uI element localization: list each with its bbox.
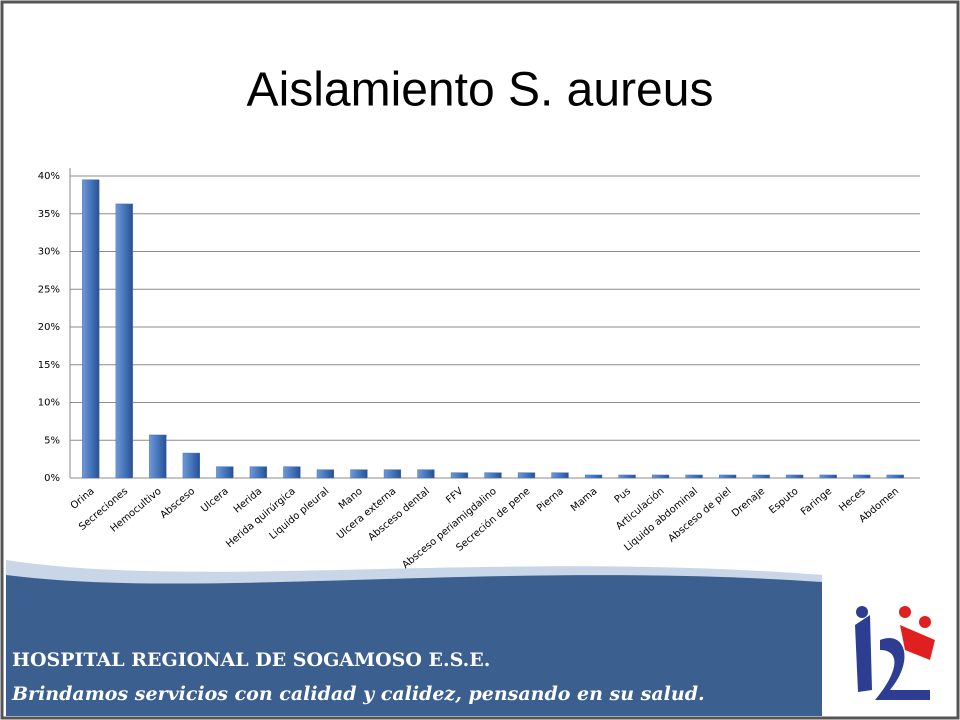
y-tick-label: 10% [38,398,60,409]
bar [786,474,804,479]
y-tick-label: 25% [38,284,60,295]
footer-hospital: HOSPITAL REGIONAL DE SOGAMOSO E.S.E. [12,649,490,671]
y-tick-label: 5% [44,435,60,446]
footer-wave [6,560,822,584]
bar [886,474,904,479]
bar [450,472,469,479]
y-tick-label: 0% [44,473,60,484]
bar [819,474,837,479]
y-tick-label: 30% [38,247,60,258]
bar [383,469,402,479]
bar [685,474,703,479]
bar [517,472,536,479]
logo [855,606,935,700]
bar [551,472,569,479]
bar [752,474,770,479]
bar [82,179,100,479]
bar [216,466,234,479]
footer-slogan: Brindamos servicios con calidad y calide… [11,683,705,705]
bar [149,434,167,479]
bar [651,474,670,479]
bar [316,469,335,479]
bar [484,472,502,479]
y-tick-label: 40% [38,171,60,182]
bar [417,469,435,479]
y-tick-label: 20% [38,322,60,333]
y-tick-label: 15% [38,360,60,371]
bar [618,474,636,479]
bar [853,474,871,479]
y-tick-label: 35% [38,209,60,220]
bar [584,474,603,479]
bar [115,203,133,479]
footer-band [6,570,822,716]
bar [350,469,368,479]
bar [182,452,200,479]
bar [249,466,267,479]
bar [283,466,301,479]
chart-title: Aislamiento S. aureus [247,64,714,117]
bar [719,474,737,479]
